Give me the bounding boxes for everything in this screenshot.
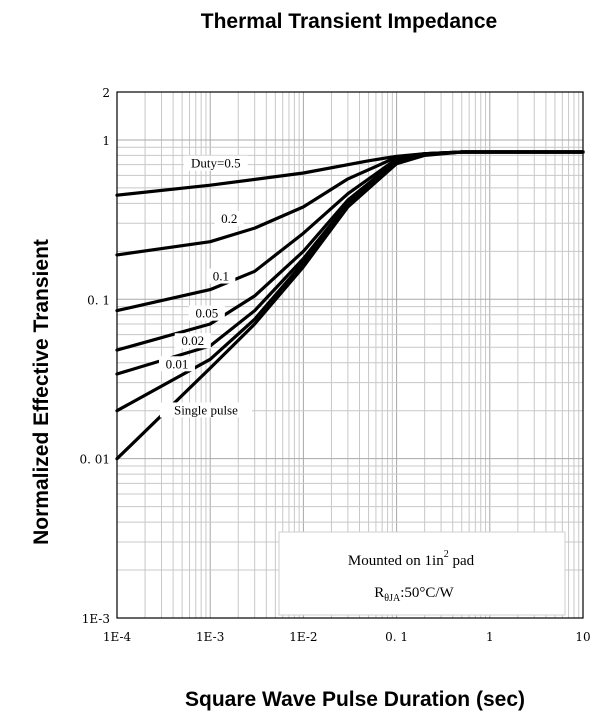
curve-label: 0.2 [221,211,237,226]
curve-label-bg [183,155,248,171]
curve-label-bg [159,402,252,418]
curve-label: 0.05 [195,306,218,321]
y-tick-label: 0. 1 [87,293,110,307]
curve-label: Single pulse [174,402,238,417]
annotation-line-2: RθJA:50°C/W [374,585,454,604]
annotation-line-1: Mounted on 1in2 pad [348,549,475,569]
series-line-6 [115,150,585,461]
x-axis-label: Square Wave Pulse Duration (sec) [185,688,525,711]
x-tick-label: 0. 1 [385,630,408,644]
y-tick-label: 1E-3 [82,612,110,626]
x-tick-label: 1E-2 [289,630,317,644]
x-tick-label: 1E-3 [196,630,224,644]
curve-label: 0.1 [213,269,229,284]
x-tick-label: 10 [575,630,590,644]
curve-label: Duty=0.5 [191,156,241,171]
curve-label-bg [158,356,195,372]
tick-labels: 1E-4 1E-3 1E-2 0. 1 1 10 1E-3 0. 01 0. 1 1 2 [79,86,590,644]
curve-label-bg [214,211,244,227]
curve-label-bg [188,305,225,321]
curve-label: 0.02 [181,333,204,348]
annotation-box: Mounted on 1in2 pad RθJA:50°C/W [278,531,566,616]
x-tick-label: 1E-4 [103,630,132,644]
y-axis-label: Normalized Effective Transient [30,239,53,545]
x-tick-label: 1 [486,630,494,644]
curve-label-bg [174,333,211,349]
y-tick-label: 1 [102,134,110,148]
y-tick-label: 2 [102,86,110,100]
curve-labels: Duty=0.5 0.2 0.1 0.05 0.02 0.01 Single pulse [158,155,252,418]
curve-label: 0.01 [166,356,189,371]
chart-title: Thermal Transient Impedance [201,10,497,33]
curve-label-bg [206,268,236,284]
plot-frame [116,91,584,619]
y-tick-label: 0. 01 [79,453,110,467]
